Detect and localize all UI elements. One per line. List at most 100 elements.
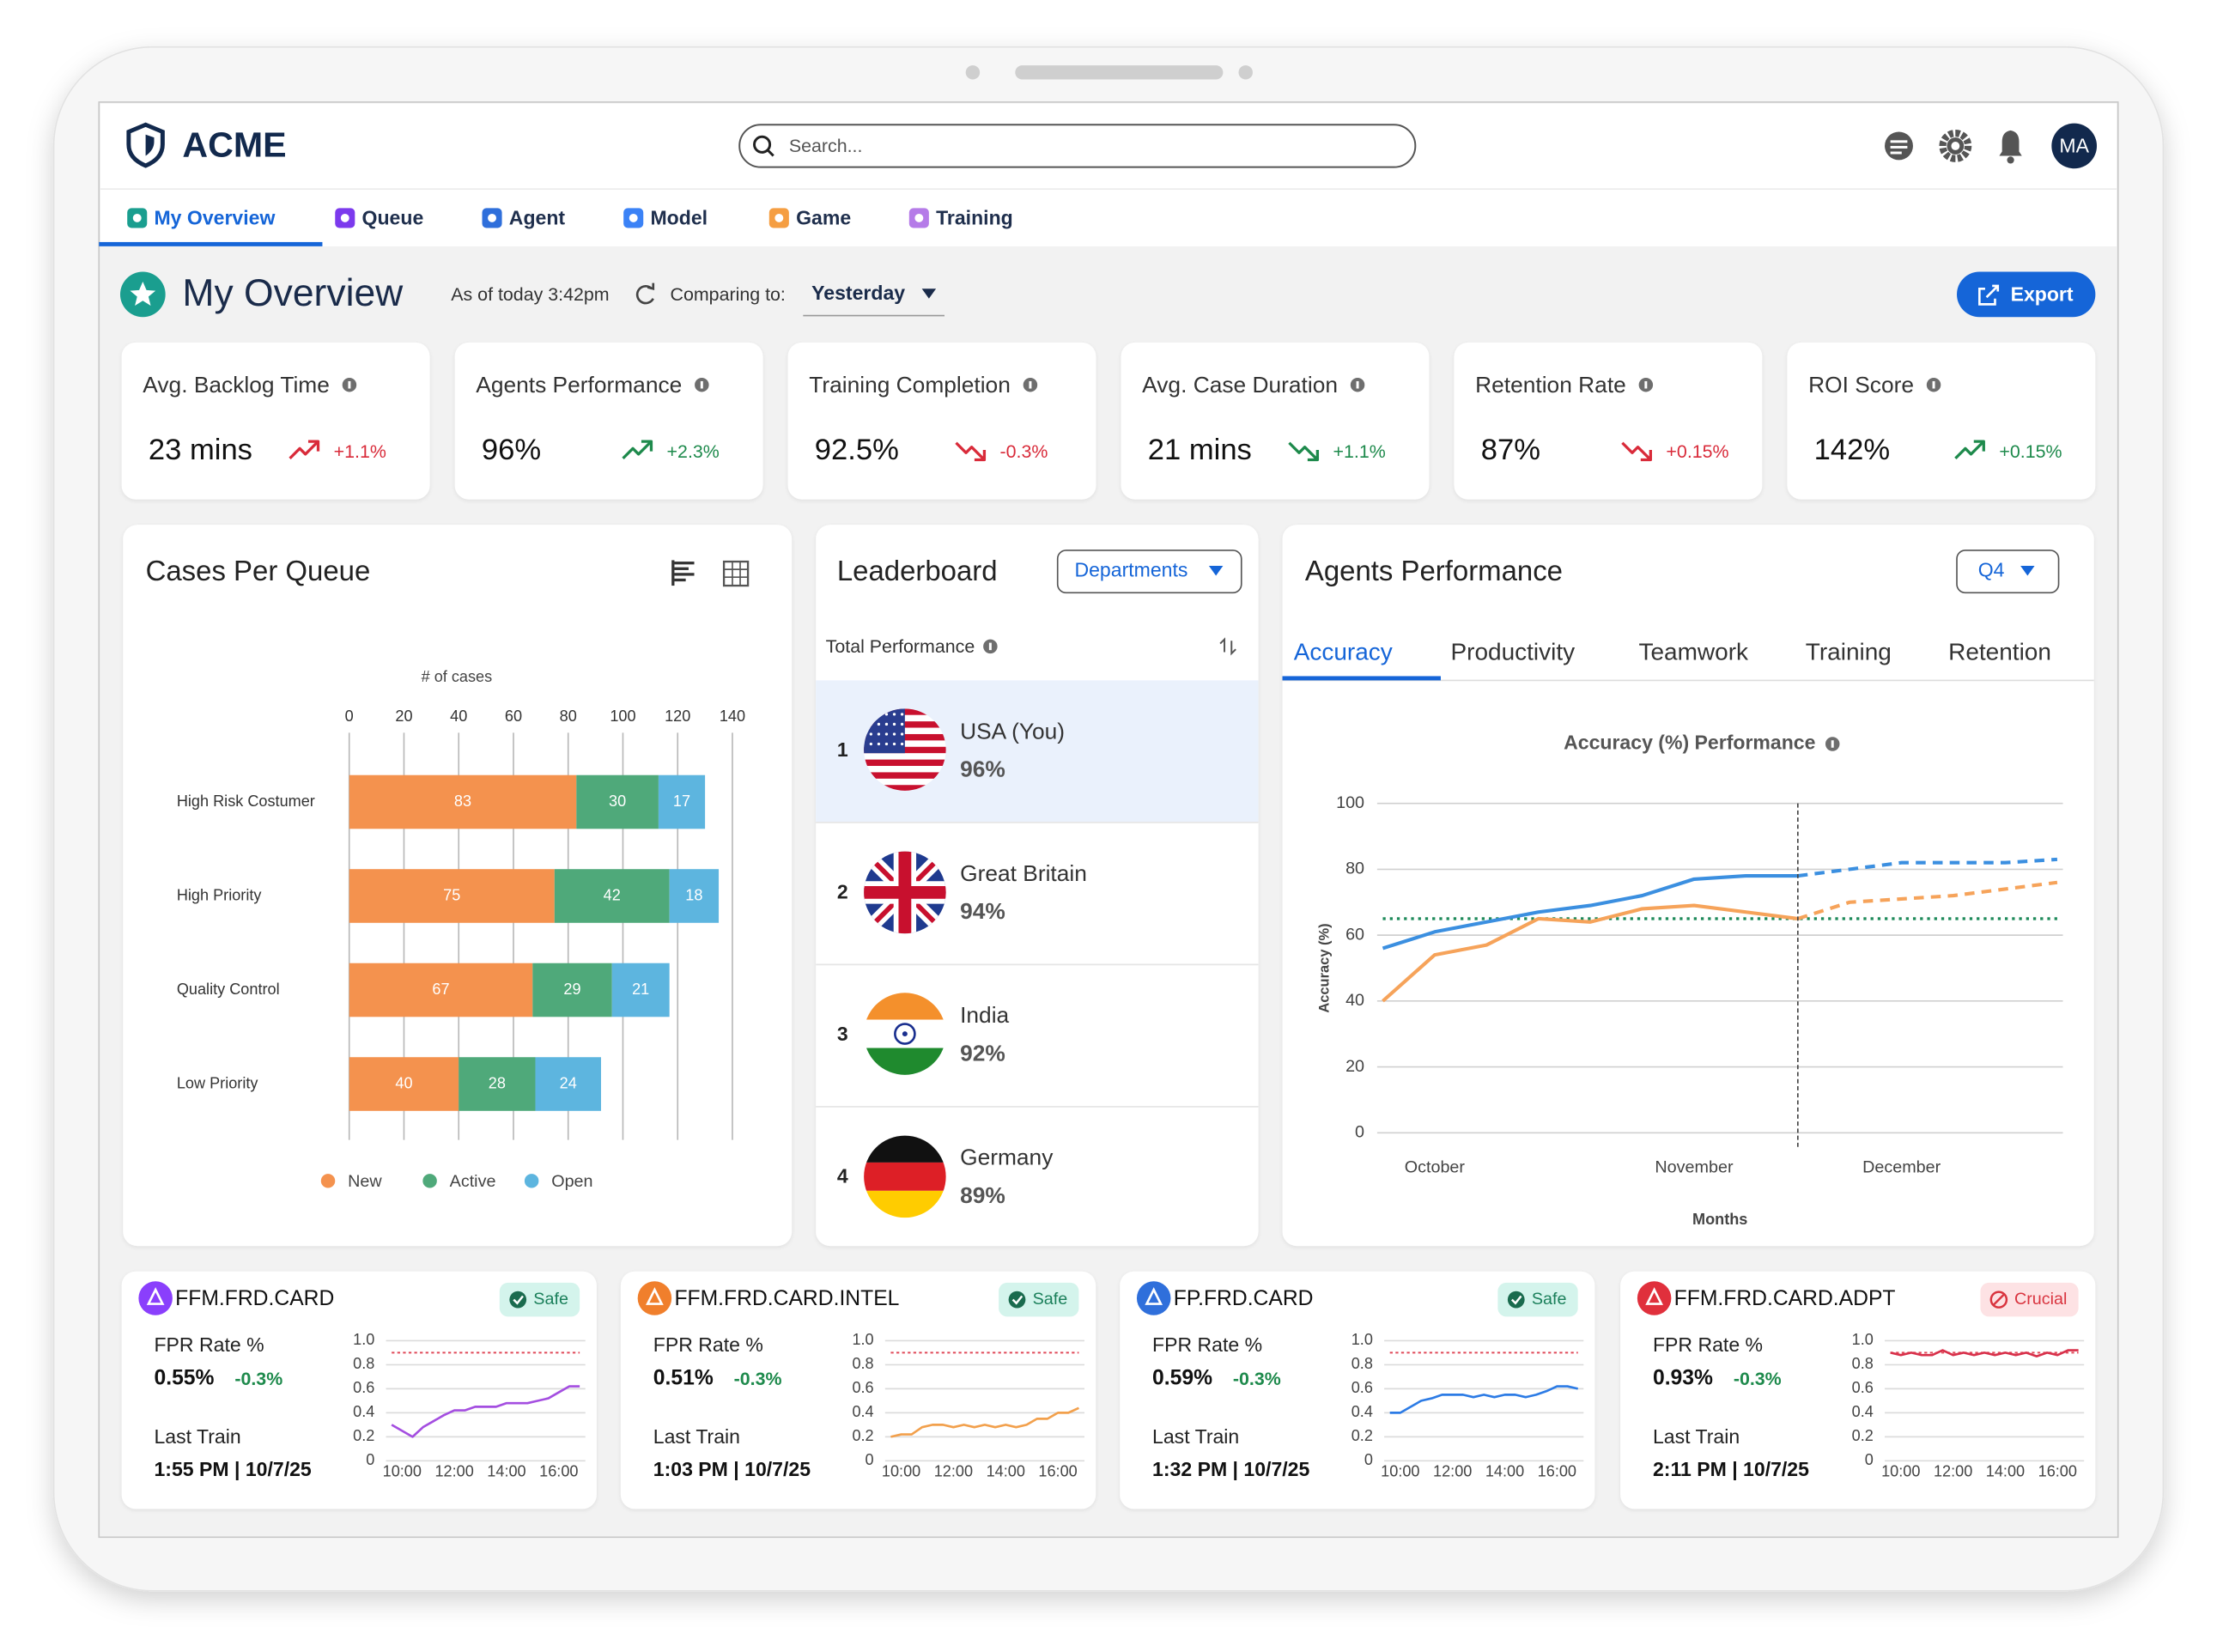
dropdown-caret	[921, 288, 937, 299]
chat-icon[interactable]	[1885, 131, 1913, 161]
y-tick-label: 1.0	[852, 1331, 873, 1348]
quarter-dropdown[interactable]: Q4	[1956, 550, 2060, 594]
notification-icon[interactable]	[1999, 130, 2022, 164]
status-pill	[1980, 1282, 2079, 1317]
search-box[interactable]	[738, 124, 1417, 168]
tab-label: Model	[650, 207, 708, 229]
x-tick-label: 60	[505, 708, 522, 725]
flag-stripe	[864, 778, 946, 786]
y-tick-label: 80	[1345, 859, 1364, 878]
kpi-value: 87%	[1481, 434, 1540, 466]
flag-star	[884, 742, 889, 746]
x-tick-label: 16:00	[539, 1462, 578, 1479]
legend-swatch	[320, 1174, 336, 1188]
kpi-card: Retention Rate 87% +0.15%	[1454, 342, 1763, 500]
model-card-bg	[121, 1271, 597, 1509]
metric-tab[interactable]: Retention	[1948, 638, 2051, 665]
flag-band	[864, 1162, 946, 1191]
nav-tab[interactable]: Agent	[482, 207, 566, 229]
info-icon-glyph	[1932, 380, 1935, 389]
kpi-label: Agents Performance	[476, 372, 682, 398]
category-label: High Priority	[177, 886, 263, 903]
status-icon-slash	[1992, 1293, 2006, 1307]
department-score: 92%	[960, 1041, 1005, 1066]
leaderboard-row[interactable]: 4 Germany 89%	[816, 1106, 1259, 1208]
kpi-change: -0.3%	[1000, 441, 1048, 462]
kpi-trend-arrow	[289, 440, 320, 460]
kpi-value: 92.5%	[815, 434, 899, 466]
refresh-icon[interactable]	[635, 284, 654, 305]
avatar[interactable]	[2051, 123, 2098, 169]
refresh-icon-head	[647, 282, 655, 290]
nav-tab[interactable]: Game	[768, 207, 852, 229]
metric-tab[interactable]: Accuracy	[1282, 638, 1441, 681]
nav-tab[interactable]: Model	[623, 207, 708, 229]
x-tick-label: 16:00	[1038, 1462, 1077, 1479]
kpi-trend-arrow	[955, 441, 987, 462]
flag-star	[877, 732, 881, 736]
bar-segment	[349, 869, 555, 923]
metric-change: -0.3%	[1734, 1369, 1782, 1389]
info-icon	[1350, 378, 1365, 392]
x-tick-label: 10:00	[1381, 1462, 1419, 1479]
metric-tab[interactable]: Training	[1806, 638, 1892, 665]
y-tick-label: 1.0	[353, 1331, 374, 1348]
export-button-bg	[1957, 271, 2096, 318]
line-series	[890, 1406, 1079, 1438]
logo-shield	[126, 122, 165, 168]
x-tick-label: 140	[720, 708, 745, 725]
bar-segment	[349, 774, 577, 829]
comparing-dropdown[interactable]: Yesterday	[803, 282, 945, 317]
department-score: 94%	[960, 898, 1005, 924]
logo: ACME	[182, 125, 286, 164]
status-pill	[499, 1282, 580, 1317]
nav-tab[interactable]: Queue	[335, 207, 423, 229]
axis-title: # of cases	[422, 668, 493, 685]
settings-icon[interactable]	[1939, 130, 1972, 162]
legend-swatch	[524, 1174, 539, 1188]
kpi-card: Avg. Case Duration 21 mins +1.1%	[1121, 342, 1430, 500]
y-tick-label: 0.4	[353, 1403, 374, 1420]
flag-usa	[864, 708, 946, 791]
kpi-change: +0.15%	[1999, 441, 2062, 462]
rank: 2	[837, 880, 848, 902]
x-tick-label: 14:00	[1986, 1462, 2025, 1479]
kpi-change: +1.1%	[1333, 441, 1385, 462]
x-tick-label: 80	[560, 708, 577, 725]
tab-icon-glyph	[774, 213, 784, 222]
page-title: My Overview	[182, 272, 404, 314]
legend-label: Open	[551, 1172, 592, 1191]
x-tick-label: 14:00	[1485, 1462, 1524, 1479]
leaderboard-row[interactable]: 3 India 92%	[816, 963, 1259, 1066]
search-placeholder: Search...	[789, 136, 863, 156]
kpi-value: 96%	[482, 434, 541, 466]
leaderboard-row[interactable]: 2 Great Britain 94%	[816, 822, 1259, 924]
bar-value-label: 67	[432, 981, 449, 998]
legend-item[interactable]: Open	[524, 1172, 593, 1191]
table-view-toggle[interactable]	[722, 560, 750, 587]
department-dropdown[interactable]: Departments	[1056, 550, 1242, 594]
tab-label: Training	[936, 207, 1013, 229]
search-icon	[753, 135, 772, 154]
model-card-bg	[1120, 1271, 1595, 1509]
device-dot	[965, 65, 981, 80]
line-series	[1382, 874, 1798, 951]
x-tick-label: 14:00	[487, 1462, 525, 1479]
trend-line	[622, 440, 653, 460]
export-button[interactable]: Export	[1957, 271, 2096, 318]
metric-label: FPR Rate %	[1653, 1333, 1763, 1356]
nav-tab[interactable]: Training	[908, 207, 1013, 229]
info-icon-glyph	[700, 380, 703, 389]
kpi-change: +0.15%	[1666, 441, 1728, 462]
legend-item[interactable]: Active	[422, 1172, 495, 1191]
bar-view-toggle[interactable]	[671, 560, 695, 586]
kpi-card-bg	[1121, 342, 1430, 500]
metric-tab[interactable]: Productivity	[1450, 638, 1575, 665]
status-icon	[1507, 1291, 1525, 1309]
department-name: Great Britain	[960, 860, 1087, 886]
sort-icon[interactable]	[1219, 637, 1236, 656]
metric-tab[interactable]: Teamwork	[1639, 638, 1750, 665]
nav-tab[interactable]: My Overview	[99, 207, 323, 246]
legend-item[interactable]: New	[320, 1172, 383, 1191]
